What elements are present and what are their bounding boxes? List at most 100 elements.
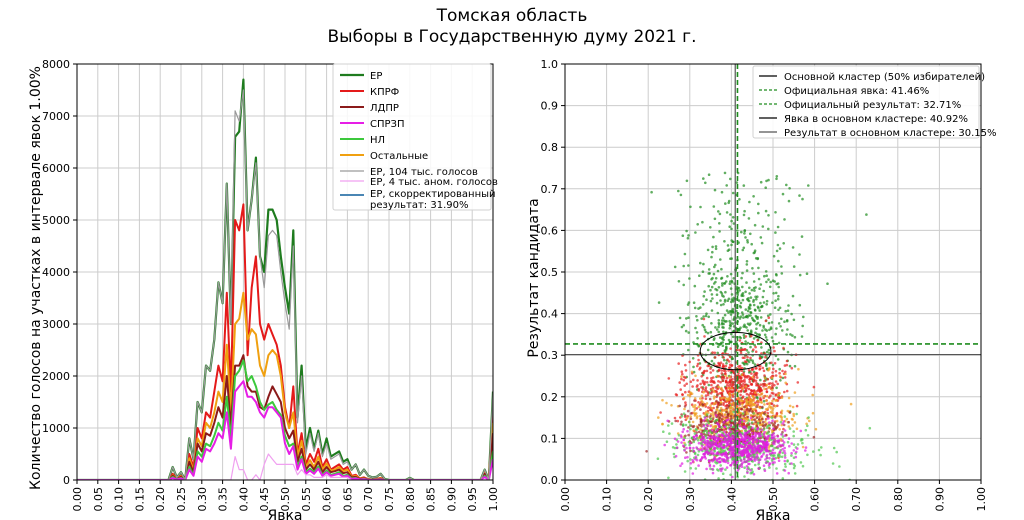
scatter-point <box>710 406 714 410</box>
scatter-point <box>740 407 743 411</box>
scatter-point <box>678 404 681 408</box>
scatter-point <box>719 303 723 307</box>
scatter-point <box>765 387 768 391</box>
scatter-point <box>740 465 744 469</box>
scatter-point <box>703 445 707 449</box>
scatter-point <box>749 345 752 349</box>
scatter-point <box>724 372 727 376</box>
scatter-point <box>729 379 733 383</box>
scatter-point <box>729 423 733 427</box>
x-tick-label: 0.20 <box>154 487 167 512</box>
scatter-point <box>804 428 808 432</box>
scatter-point <box>696 223 699 226</box>
scatter-point <box>725 466 729 469</box>
scatter-point <box>735 445 738 448</box>
scatter-point <box>662 430 665 434</box>
scatter-point <box>684 401 687 404</box>
scatter-point <box>791 294 795 298</box>
scatter-point <box>705 423 709 427</box>
cluster-ellipse <box>699 331 772 371</box>
scatter-point <box>758 323 762 327</box>
scatter-point <box>706 419 710 422</box>
scatter-point <box>692 446 695 450</box>
scatter-point <box>751 359 754 363</box>
scatter-point <box>754 295 757 299</box>
scatter-point <box>726 275 729 278</box>
left-legend: ЕР КПРФ ЛДПР СПРЗП НЛ Остальные ЕР, 104 тыс. г… <box>332 63 498 211</box>
scatter-point <box>728 225 731 228</box>
scatter-point <box>749 296 753 299</box>
scatter-point <box>759 301 762 305</box>
scatter-point <box>706 331 710 335</box>
scatter-point <box>801 441 804 445</box>
scatter-point <box>716 374 720 378</box>
scatter-point <box>731 406 734 410</box>
scatter-point <box>767 431 770 434</box>
scatter-point <box>717 385 721 389</box>
scatter-point <box>747 396 751 399</box>
scatter-point <box>742 333 746 337</box>
scatter-point <box>697 430 701 434</box>
scatter-point <box>745 326 748 329</box>
scatter-point <box>724 468 727 471</box>
scatter-point <box>751 361 755 365</box>
scatter-point <box>765 426 769 430</box>
scatter-point <box>682 444 685 448</box>
scatter-point <box>706 348 710 352</box>
scatter-point <box>738 406 741 410</box>
scatter-point <box>765 299 769 303</box>
scatter-point <box>747 314 751 317</box>
scatter-point <box>691 420 695 424</box>
scatter-point <box>714 247 718 251</box>
scatter-point <box>697 401 700 404</box>
scatter-point <box>751 267 754 270</box>
scatter-point <box>765 338 769 342</box>
scatter-point <box>686 455 689 459</box>
scatter-point <box>750 316 754 320</box>
scatter-point <box>711 369 715 372</box>
scatter-point <box>739 393 742 397</box>
scatter-point <box>780 418 784 422</box>
scatter-point <box>719 467 722 471</box>
scatter-point <box>775 467 778 470</box>
scatter-point <box>740 311 744 314</box>
scatter-point <box>753 249 757 252</box>
scatter-point <box>765 390 769 393</box>
scatter-point <box>758 393 762 397</box>
scatter-point <box>749 437 753 441</box>
scatter-point <box>806 453 809 457</box>
scatter-point <box>724 439 728 442</box>
scatter-point <box>779 325 782 328</box>
scatter-point <box>665 440 669 444</box>
scatter-point <box>722 338 725 342</box>
scatter-point <box>745 400 748 403</box>
scatter-point <box>787 304 790 307</box>
scatter-point <box>742 316 745 319</box>
scatter-point <box>687 348 690 352</box>
scatter-point <box>792 412 795 416</box>
scatter-point <box>732 383 735 386</box>
scatter-point <box>682 378 686 382</box>
scatter-point <box>738 456 742 460</box>
scatter-point <box>742 362 746 365</box>
left-axes-frame <box>76 63 494 481</box>
scatter-point <box>727 297 731 301</box>
scatter-point <box>772 346 775 349</box>
scatter-point <box>752 348 755 352</box>
scatter-point <box>773 416 777 419</box>
scatter-point <box>739 336 742 340</box>
scatter-point <box>696 426 700 429</box>
figure-title: Томская область Выборы в Государственную… <box>0 6 1024 48</box>
scatter-point <box>752 412 755 415</box>
scatter-point <box>670 422 674 425</box>
scatter-point <box>684 329 688 333</box>
scatter-point <box>770 416 774 419</box>
scatter-point <box>705 467 708 471</box>
scatter-point <box>762 428 766 431</box>
scatter-point <box>757 277 761 281</box>
scatter-point <box>775 175 779 178</box>
scatter-point <box>732 410 735 414</box>
scatter-point <box>693 406 696 409</box>
legend-entry: СПРЗП <box>370 119 404 130</box>
scatter-point <box>707 364 711 368</box>
